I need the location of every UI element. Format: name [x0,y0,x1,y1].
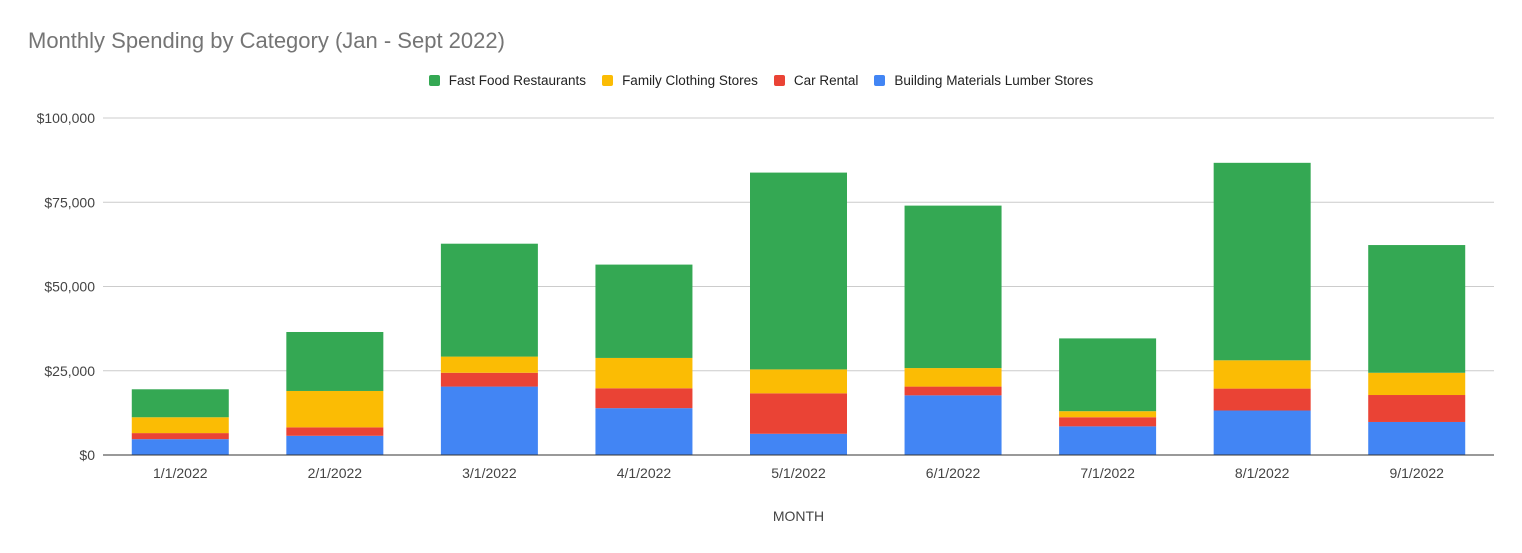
bar-segment [595,408,693,455]
bar-segment [595,388,693,409]
bar-segment [904,395,1002,455]
legend-item: Family Clothing Stores [602,73,758,88]
x-tick-label: 1/1/2022 [153,465,208,481]
bar-segment [1059,338,1157,412]
bar-segment [750,369,847,394]
x-tick-label: 9/1/2022 [1389,465,1444,481]
bar-segment [904,368,1002,387]
legend-label: Car Rental [793,73,859,88]
bar-segment [440,372,538,387]
bar-segment [904,386,1002,396]
bar-segment [1368,372,1466,396]
bar-segment [1213,410,1311,455]
bar-segment [750,433,847,455]
bar-segment [904,205,1002,369]
legend-label: Family Clothing Stores [622,73,758,88]
bar-segment [750,172,847,370]
x-tick-label: 6/1/2022 [926,465,981,481]
x-tick-label: 8/1/2022 [1235,465,1290,481]
bar-segment [595,357,693,389]
legend-item: Fast Food Restaurants [428,73,587,88]
bar-segment [1213,360,1311,389]
bar-segment [1059,411,1157,418]
y-tick-label: $50,000 [44,279,95,295]
x-tick-label: 5/1/2022 [771,465,826,481]
bar-segment [131,433,229,440]
bar-segment [131,417,229,434]
bar-segment [286,331,384,391]
bar-segment [1368,395,1466,422]
y-tick-label: $75,000 [44,194,95,210]
y-tick-label: $25,000 [44,363,95,379]
x-tick-label: 7/1/2022 [1080,465,1135,481]
legend-swatch [428,75,440,86]
legend-item: Building Materials Lumber Stores [874,73,1093,88]
y-tick-label: $0 [79,447,95,463]
bar-segment [131,439,229,455]
bar-segment [131,389,229,418]
bar-segment [286,435,384,455]
bar-segment [1059,417,1157,427]
bar-segment [286,427,384,436]
legend-label: Building Materials Lumber Stores [894,73,1094,88]
bar-segment [1059,426,1157,455]
legend: Fast Food Restaurants Family Clothing Sto… [0,73,1522,88]
legend-swatch [773,75,785,86]
x-tick-label: 4/1/2022 [617,465,672,481]
chart-title: Monthly Spending by Category (Jan - Sept… [28,28,505,53]
x-tick-label: 2/1/2022 [308,465,363,481]
bar-segment [440,356,538,373]
legend-swatch [874,75,886,86]
x-axis-title: MONTH [773,508,824,524]
bar-segment [750,393,847,434]
y-tick-label: $100,000 [37,110,96,126]
bar-segment [1213,162,1311,361]
bar-segment [1368,245,1466,373]
legend-swatch [602,75,614,86]
legend-item: Car Rental [773,73,859,88]
x-tick-label: 3/1/2022 [462,465,517,481]
bar-segment [1368,421,1466,455]
bar-segment [440,243,538,357]
bar-segment [440,386,538,455]
bar-segment [286,390,384,428]
legend-label: Fast Food Restaurants [448,73,587,88]
bar-segment [595,264,693,358]
bar-segment [1213,388,1311,411]
